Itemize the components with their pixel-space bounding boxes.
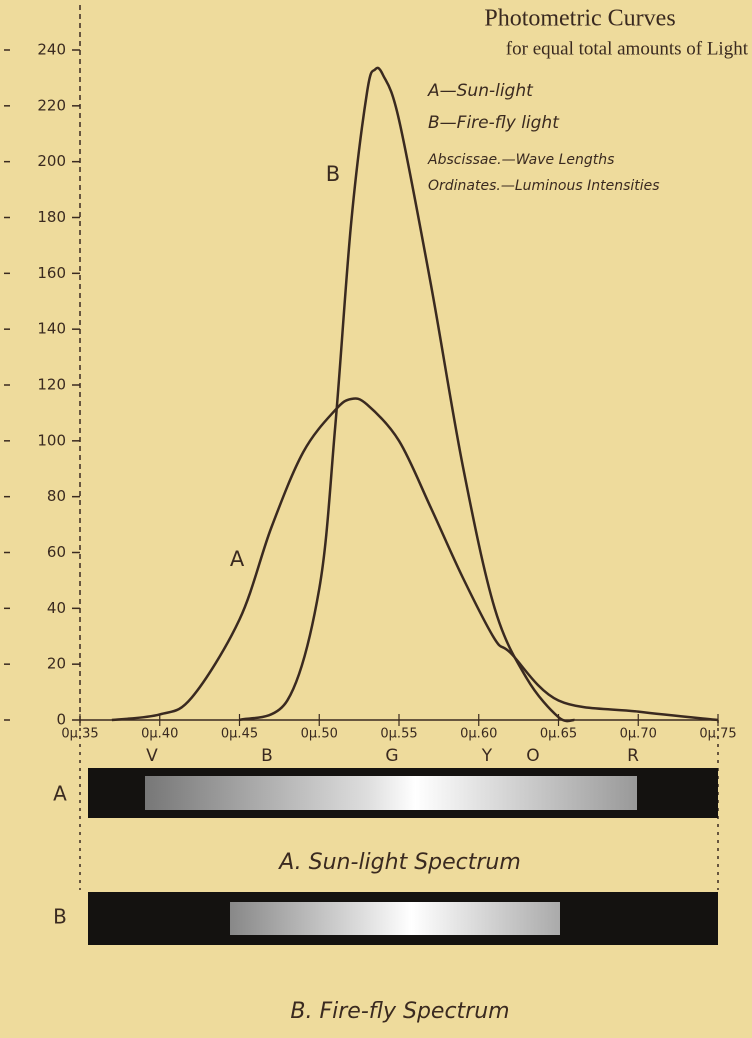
x-tick-label: 0μ.55 — [380, 727, 417, 742]
x-tick-label: 0μ.70 — [620, 727, 657, 742]
legend-entry: A—Sun-light — [427, 81, 534, 101]
spectrum-label: B — [53, 905, 67, 929]
y-tick-label: 40 — [47, 599, 66, 617]
y-tick-label: 60 — [47, 543, 66, 561]
x-tick-label: 0μ.35 — [61, 727, 98, 742]
spectrum-letter: R — [627, 746, 639, 766]
curve — [239, 66, 575, 723]
legend-entry: B—Fire-fly light — [428, 113, 560, 133]
x-tick-label: 0μ.50 — [301, 727, 338, 742]
curve — [111, 397, 719, 722]
spectrum-caption: B. Fire-fly Spectrum — [290, 999, 509, 1024]
y-tick-label: 140 — [37, 320, 66, 338]
y-tick-label: 120 — [37, 376, 66, 394]
curve-label: A — [230, 547, 245, 571]
spectrum-letter: Y — [481, 746, 493, 766]
y-tick-label: 100 — [37, 431, 66, 449]
y-tick-label: 180 — [37, 208, 66, 226]
curve-label: B — [326, 162, 340, 186]
y-tick-label: 0 — [56, 711, 66, 729]
spectrum-label: A — [53, 782, 67, 806]
chart-title: Photometric Curves — [484, 6, 675, 32]
y-tick-label: 220 — [37, 96, 66, 114]
chart-subtitle: for equal total amounts of Light — [506, 38, 749, 59]
y-tick-label: 20 — [47, 655, 66, 673]
spectrum-letter: G — [385, 746, 398, 766]
x-tick-label: 0μ.40 — [141, 727, 178, 742]
spectrum-a-band — [145, 776, 637, 810]
spectrum-letter: B — [261, 746, 273, 766]
note: Ordinates.—Luminous Intensities — [428, 178, 660, 194]
x-tick-label: 0μ.45 — [221, 727, 258, 742]
y-tick-label: 160 — [37, 264, 66, 282]
y-tick-label: 200 — [37, 152, 66, 170]
spectrum-letter: V — [146, 746, 158, 766]
x-tick-label: 0μ.60 — [460, 727, 497, 742]
y-tick-label: 240 — [37, 41, 66, 59]
x-tick-label: 0μ.75 — [699, 727, 736, 742]
spectrum-b-band — [230, 902, 560, 935]
spectrum-caption: A. Sun-light Spectrum — [277, 850, 521, 875]
note: Abscissae.—Wave Lengths — [427, 152, 614, 168]
spectrum-letter: O — [526, 746, 539, 766]
y-tick-label: 80 — [47, 487, 66, 505]
x-tick-label: 0μ.65 — [540, 727, 577, 742]
